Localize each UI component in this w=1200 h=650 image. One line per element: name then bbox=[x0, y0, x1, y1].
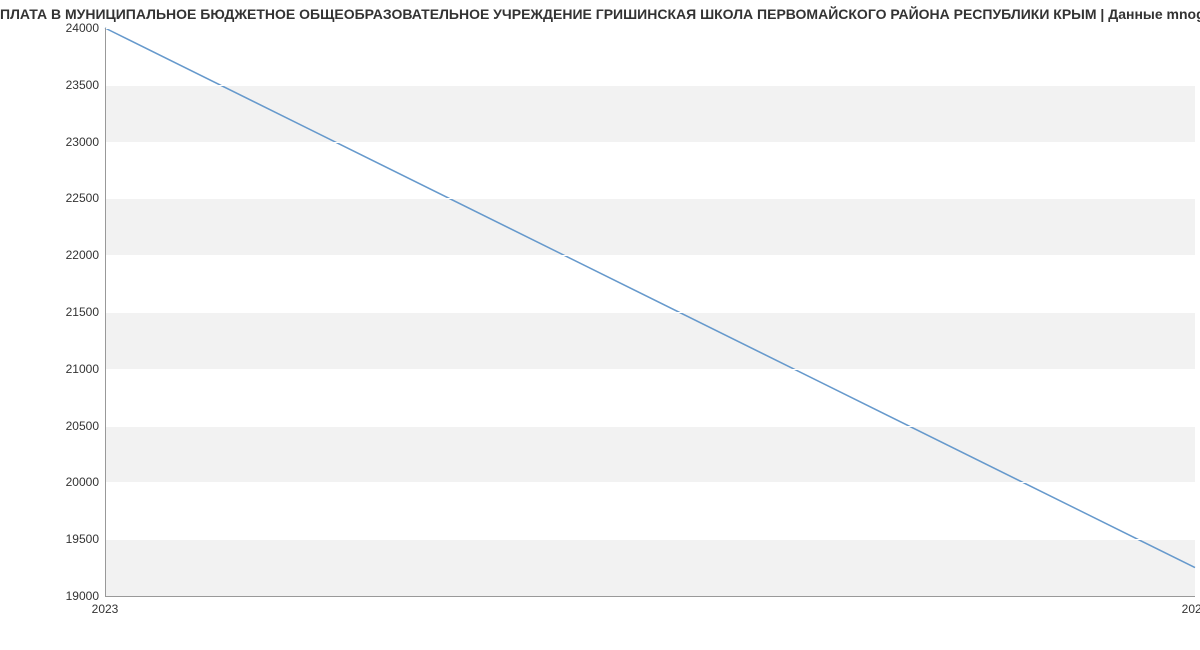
grid-line bbox=[105, 142, 1195, 143]
grid-line bbox=[105, 28, 1195, 29]
chart-container: ПЛАТА В МУНИЦИПАЛЬНОЕ БЮДЖЕТНОЕ ОБЩЕОБРА… bbox=[0, 0, 1200, 650]
grid-line bbox=[105, 255, 1195, 256]
y-tick-label: 23000 bbox=[66, 135, 99, 149]
y-tick-label: 21500 bbox=[66, 305, 99, 319]
y-tick-label: 24000 bbox=[66, 21, 99, 35]
x-tick-label: 2024 bbox=[1182, 602, 1200, 616]
y-tick-label: 22500 bbox=[66, 191, 99, 205]
chart-title: ПЛАТА В МУНИЦИПАЛЬНОЕ БЮДЖЕТНОЕ ОБЩЕОБРА… bbox=[0, 6, 1200, 22]
x-axis-line bbox=[105, 596, 1195, 597]
y-tick-label: 19000 bbox=[66, 589, 99, 603]
y-tick-label: 21000 bbox=[66, 362, 99, 376]
grid-line bbox=[105, 539, 1195, 540]
y-axis-line bbox=[105, 28, 106, 596]
plot-area: 1900019500200002050021000215002200022500… bbox=[105, 28, 1195, 596]
x-tick-label: 2023 bbox=[92, 602, 119, 616]
grid-line bbox=[105, 369, 1195, 370]
y-tick-label: 23500 bbox=[66, 78, 99, 92]
grid-line bbox=[105, 85, 1195, 86]
y-tick-label: 20500 bbox=[66, 419, 99, 433]
grid-line bbox=[105, 426, 1195, 427]
grid-line bbox=[105, 482, 1195, 483]
y-tick-label: 22000 bbox=[66, 248, 99, 262]
y-tick-label: 19500 bbox=[66, 532, 99, 546]
y-tick-label: 20000 bbox=[66, 475, 99, 489]
grid-line bbox=[105, 312, 1195, 313]
series-line bbox=[105, 28, 1195, 568]
grid-line bbox=[105, 198, 1195, 199]
